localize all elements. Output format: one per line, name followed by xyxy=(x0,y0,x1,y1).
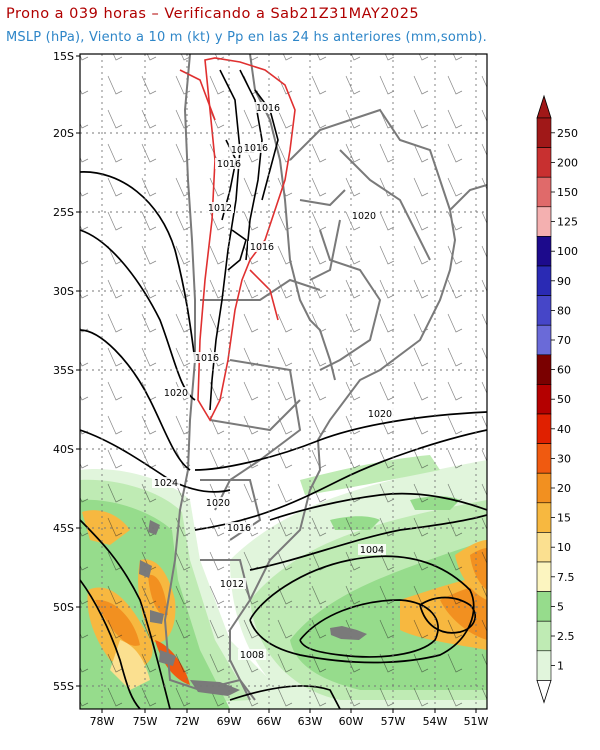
colorbar-level-label: 90 xyxy=(557,275,571,288)
colorbar-level-label: 50 xyxy=(557,393,571,406)
lat-tick-label: 25S xyxy=(53,206,74,219)
colorbar-swatch xyxy=(536,236,552,267)
colorbar-level-label: 80 xyxy=(557,304,571,317)
colorbar-swatch xyxy=(536,206,552,237)
colorbar-level-label: 20 xyxy=(557,482,571,495)
colorbar-level-label: 250 xyxy=(557,127,578,140)
chart-title: Prono a 039 horas – Verificando a Sab21Z… xyxy=(6,6,420,22)
colorbar-level-label: 5 xyxy=(557,600,564,613)
lon-tick-label: 51W xyxy=(464,715,489,728)
isobar-label: 1020 xyxy=(352,211,376,222)
lon-tick-label: 63W xyxy=(298,715,323,728)
colorbar-swatch xyxy=(536,650,552,681)
isobar-labels: 1016101210161016101210161020101610201020… xyxy=(152,102,394,661)
colorbar-level-label: 2.5 xyxy=(557,630,575,643)
lat-tick-label: 45S xyxy=(53,522,74,535)
colorbar-level-label: 100 xyxy=(557,245,578,258)
lon-tick-label: 72W xyxy=(175,715,200,728)
lat-tick-label: 55S xyxy=(53,680,74,693)
colorbar-swatch xyxy=(536,532,552,563)
colorbar-level-label: 7.5 xyxy=(557,571,575,584)
isobar-label: 1016 xyxy=(250,242,274,253)
colorbar-swatch xyxy=(536,561,552,592)
lon-tick-label: 69W xyxy=(217,715,242,728)
isobar-label: 1004 xyxy=(360,545,384,556)
colorbar-swatch xyxy=(536,117,552,148)
colorbar-swatch xyxy=(536,384,552,415)
chart-subtitle: MSLP (hPa), Viento a 10 m (kt) y Pp en l… xyxy=(6,30,487,45)
isobar-label: 1016 xyxy=(256,103,280,114)
colorbar-level-label: 200 xyxy=(557,156,578,169)
colorbar-swatch xyxy=(536,620,552,652)
colorbar: 250 200 150 125 100 90 80 70 60 50 40 30 20 15 10 7.5 5 2… xyxy=(536,94,578,704)
colorbar-level-label: 1 xyxy=(557,660,564,673)
colorbar-level-label: 30 xyxy=(557,452,571,465)
lat-tick-label: 15S xyxy=(53,50,74,63)
isobar-label: 1008 xyxy=(240,650,264,661)
isobar-label: 1020 xyxy=(164,388,188,399)
map-frame xyxy=(79,53,488,710)
coastlines-and-borders xyxy=(163,54,487,701)
colorbar-level-label: 15 xyxy=(557,512,571,525)
lat-tick-label: 50S xyxy=(53,601,74,614)
colorbar-swatch xyxy=(536,147,552,178)
colorbar-swatch xyxy=(536,176,552,208)
map-plot-area xyxy=(80,54,487,709)
lon-tick-label: 66W xyxy=(257,715,282,728)
lon-tick-label: 57W xyxy=(381,715,406,728)
colorbar-level-label: 125 xyxy=(557,216,578,229)
lon-tick-label: 54W xyxy=(423,715,448,728)
colorbar-level-label: 60 xyxy=(557,364,571,377)
colorbar-level-label: 150 xyxy=(557,186,578,199)
lat-tick-label: 40S xyxy=(53,443,74,456)
colorbar-swatch xyxy=(536,472,552,504)
isobar-label: 1020 xyxy=(206,498,230,509)
isobar-label: 1012 xyxy=(208,203,232,214)
isobar-label: 1012 xyxy=(220,579,244,590)
lon-tick-label: 75W xyxy=(133,715,158,728)
colorbar-level-label: 40 xyxy=(557,423,571,436)
isobar-label: 1016 xyxy=(244,143,268,154)
axis-ticks: 15S 20S 25S 30S 35S 40S 45S 50S 55S 78W 75W 72W 69W 6… xyxy=(53,50,489,728)
lat-tick-label: 35S xyxy=(53,364,74,377)
isobar-label: 1016 xyxy=(227,523,251,534)
islands xyxy=(139,520,367,696)
lat-tick-label: 20S xyxy=(53,127,74,140)
lon-tick-label: 78W xyxy=(90,715,115,728)
lat-tick-label: 30S xyxy=(53,285,74,298)
colorbar-swatch xyxy=(536,265,552,296)
isobar-label: 1020 xyxy=(368,409,392,420)
colorbar-bottom-triangle xyxy=(536,680,552,704)
colorbar-swatch xyxy=(536,502,552,533)
colorbar-swatch xyxy=(536,324,552,356)
isobars xyxy=(80,171,487,709)
isobar-label: 1024 xyxy=(154,478,178,489)
colorbar-swatch xyxy=(536,443,552,474)
colorbar-top-triangle xyxy=(536,94,552,119)
colorbar-swatch xyxy=(536,295,552,326)
isobar-label: 1016 xyxy=(195,353,219,364)
lon-tick-label: 60W xyxy=(339,715,364,728)
colorbar-level-label: 10 xyxy=(557,541,571,554)
colorbar-level-label: 70 xyxy=(557,334,571,347)
colorbar-swatch xyxy=(536,591,552,622)
wind-barbs xyxy=(80,54,487,709)
colorbar-swatch xyxy=(536,354,552,385)
isobar-label: 1016 xyxy=(217,159,241,170)
colorbar-swatch xyxy=(536,413,552,444)
